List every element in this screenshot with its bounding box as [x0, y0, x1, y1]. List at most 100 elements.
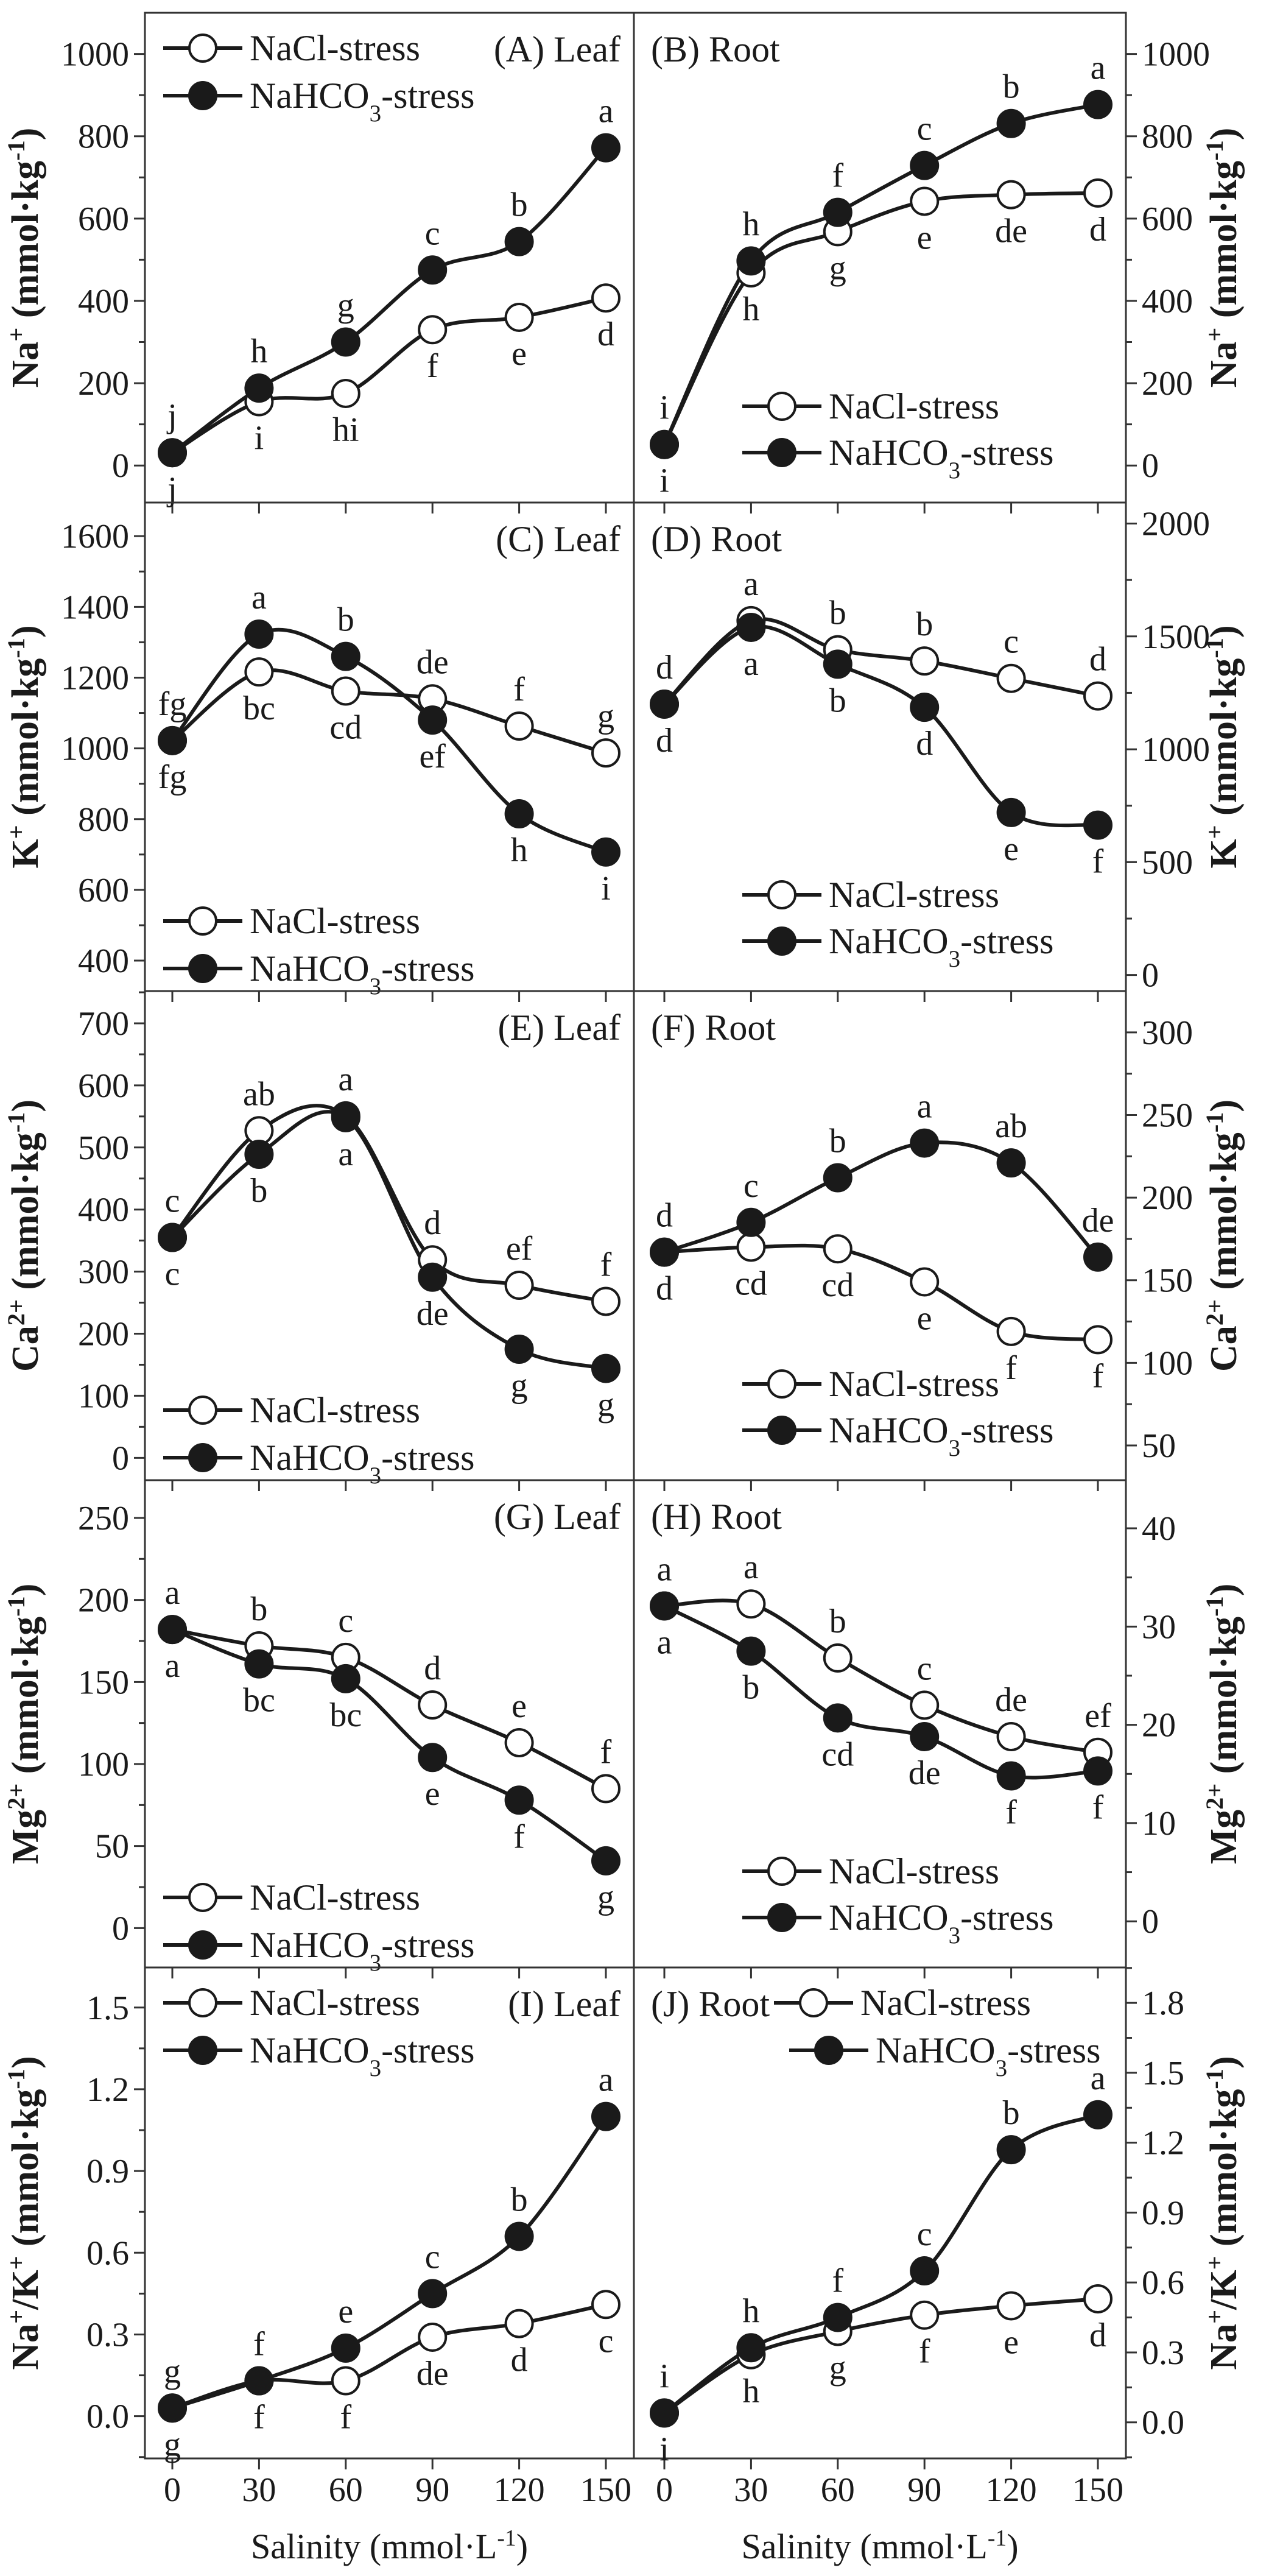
y-axis-label: Na+/K+ (mmol·kg-1) [1201, 2056, 1245, 2370]
text-segment: -stress [960, 921, 1053, 961]
data-point-NaHCO3-stress [823, 649, 852, 679]
data-point-NaHCO3-stress [591, 837, 620, 867]
text-segment: (mmol·kg [5, 1132, 46, 1299]
panel-J: 0.00.30.60.91.21.51.8Na+/K+ (mmol·kg-1)0… [633, 1966, 1245, 2566]
y-tick-label: 600 [78, 200, 129, 238]
superscript: -1 [2, 1112, 30, 1133]
significance-letter: fg [158, 685, 187, 723]
y-tick-label: 50 [95, 1828, 129, 1866]
open-circle-icon [188, 1396, 217, 1425]
legend-label: NaHCO3-stress [250, 948, 474, 1000]
significance-letter: d [656, 722, 673, 760]
y-tick-label: 250 [1142, 1096, 1193, 1134]
significance-letter: j [166, 397, 177, 435]
x-tick-label: 60 [821, 2471, 855, 2509]
data-point-NaHCO3-stress [910, 2256, 940, 2286]
significance-letter: e [917, 1299, 932, 1337]
significance-letter: b [1003, 68, 1020, 106]
significance-letter: a [599, 93, 614, 130]
data-point-NaCl-stress [591, 1774, 620, 1804]
significance-letter: d [597, 316, 614, 353]
y-tick-label: 200 [1142, 365, 1193, 403]
text-segment: NaHCO [250, 2030, 370, 2070]
legend-item: NaHCO3-stress [742, 921, 1053, 972]
significance-letter: f [340, 2399, 351, 2437]
significance-letter: e [511, 335, 527, 373]
y-tick-label: 700 [78, 1005, 129, 1043]
data-point-NaCl-stress [1083, 681, 1113, 711]
superscript: + [2, 328, 30, 342]
legend-item: NaCl-stress [163, 28, 420, 68]
data-point-NaHCO3-stress [910, 150, 940, 180]
legend-item: NaCl-stress [163, 1983, 420, 2023]
significance-letter: g [337, 287, 354, 325]
significance-letter: d [1089, 211, 1106, 249]
series-line-NaCl-stress [664, 1243, 1099, 1342]
y-tick-label: 10 [1142, 1805, 1176, 1843]
superscript: -1 [2, 638, 30, 658]
significance-letter: d [424, 1204, 441, 1242]
legend-label: NaHCO3-stress [829, 1897, 1053, 1949]
significance-letter: a [251, 579, 267, 616]
significance-letter: g [829, 2349, 846, 2387]
text-segment: (mmol·kg [1203, 2089, 1245, 2256]
y-tick-label: 0.0 [1142, 2404, 1184, 2442]
y-tick-label: 200 [78, 1582, 129, 1620]
significance-letter: h [742, 205, 759, 243]
data-point-NaHCO3-stress [158, 725, 187, 755]
significance-letter: c [425, 214, 440, 252]
y-tick-label: 200 [1142, 1179, 1193, 1217]
y-tick-label: 500 [78, 1129, 129, 1167]
y-tick-label: 400 [78, 942, 129, 980]
data-point-NaHCO3-stress [418, 2279, 448, 2309]
text-segment: -stress [960, 1410, 1053, 1450]
text-segment: ) [5, 2056, 46, 2069]
data-point-NaCl-stress [418, 2322, 448, 2352]
data-point-NaHCO3-stress [736, 246, 766, 276]
y-tick-label: 1.8 [1142, 1985, 1184, 2022]
text-segment: NaHCO [829, 1897, 949, 1938]
y-tick-label: 1400 [61, 588, 129, 626]
superscript: + [1201, 328, 1228, 342]
y-tick-label: 0 [1142, 957, 1159, 995]
data-point-NaHCO3-stress [823, 2303, 852, 2332]
open-circle-icon [767, 392, 796, 421]
y-tick-label: 1000 [61, 730, 129, 768]
data-point-NaHCO3-stress [823, 197, 852, 227]
text-segment: ) [1203, 1584, 1245, 1597]
y-axis-label: Mg2+ (mmol·kg-1) [1201, 1584, 1245, 1865]
superscript: 2+ [2, 1784, 30, 1810]
data-point-NaCl-stress [910, 1267, 940, 1297]
data-point-NaCl-stress [823, 1234, 852, 1264]
significance-letter: ef [1084, 1697, 1111, 1735]
text-segment: -stress [381, 948, 474, 989]
data-point-NaCl-stress [736, 1589, 766, 1619]
panel-title: (J) Root [651, 1984, 770, 2024]
superscript: + [2, 2310, 30, 2324]
y-tick-label: 1.5 [86, 1989, 129, 2027]
y-tick-label: 250 [78, 1500, 129, 1537]
data-point-NaHCO3-stress [910, 1721, 940, 1751]
y-tick-label: 400 [1142, 283, 1193, 320]
y-tick-label: 400 [78, 1191, 129, 1229]
data-point-NaHCO3-stress [650, 1237, 679, 1267]
open-circle-icon [767, 880, 796, 909]
series-line-NaCl-stress [172, 1628, 607, 1791]
y-tick-label: 150 [1142, 1262, 1193, 1300]
data-point-NaHCO3-stress [158, 438, 187, 468]
data-point-NaHCO3-stress [736, 2333, 766, 2363]
y-tick-label: 0 [112, 1439, 129, 1477]
significance-letter: a [338, 1135, 353, 1173]
text-segment: (mmol·kg [5, 161, 46, 328]
data-point-NaCl-stress [996, 180, 1026, 210]
significance-letter: f [253, 2326, 265, 2363]
data-point-NaHCO3-stress [1083, 90, 1113, 119]
panel-frame [633, 990, 1127, 1481]
text-segment: -stress [381, 76, 474, 116]
significance-letter: cd [735, 1265, 767, 1302]
significance-letter: i [255, 419, 264, 457]
y-tick-label: 1000 [1142, 731, 1210, 769]
significance-letter: g [597, 697, 614, 735]
x-tick-label: 120 [986, 2471, 1037, 2509]
significance-letter: a [338, 1060, 353, 1098]
